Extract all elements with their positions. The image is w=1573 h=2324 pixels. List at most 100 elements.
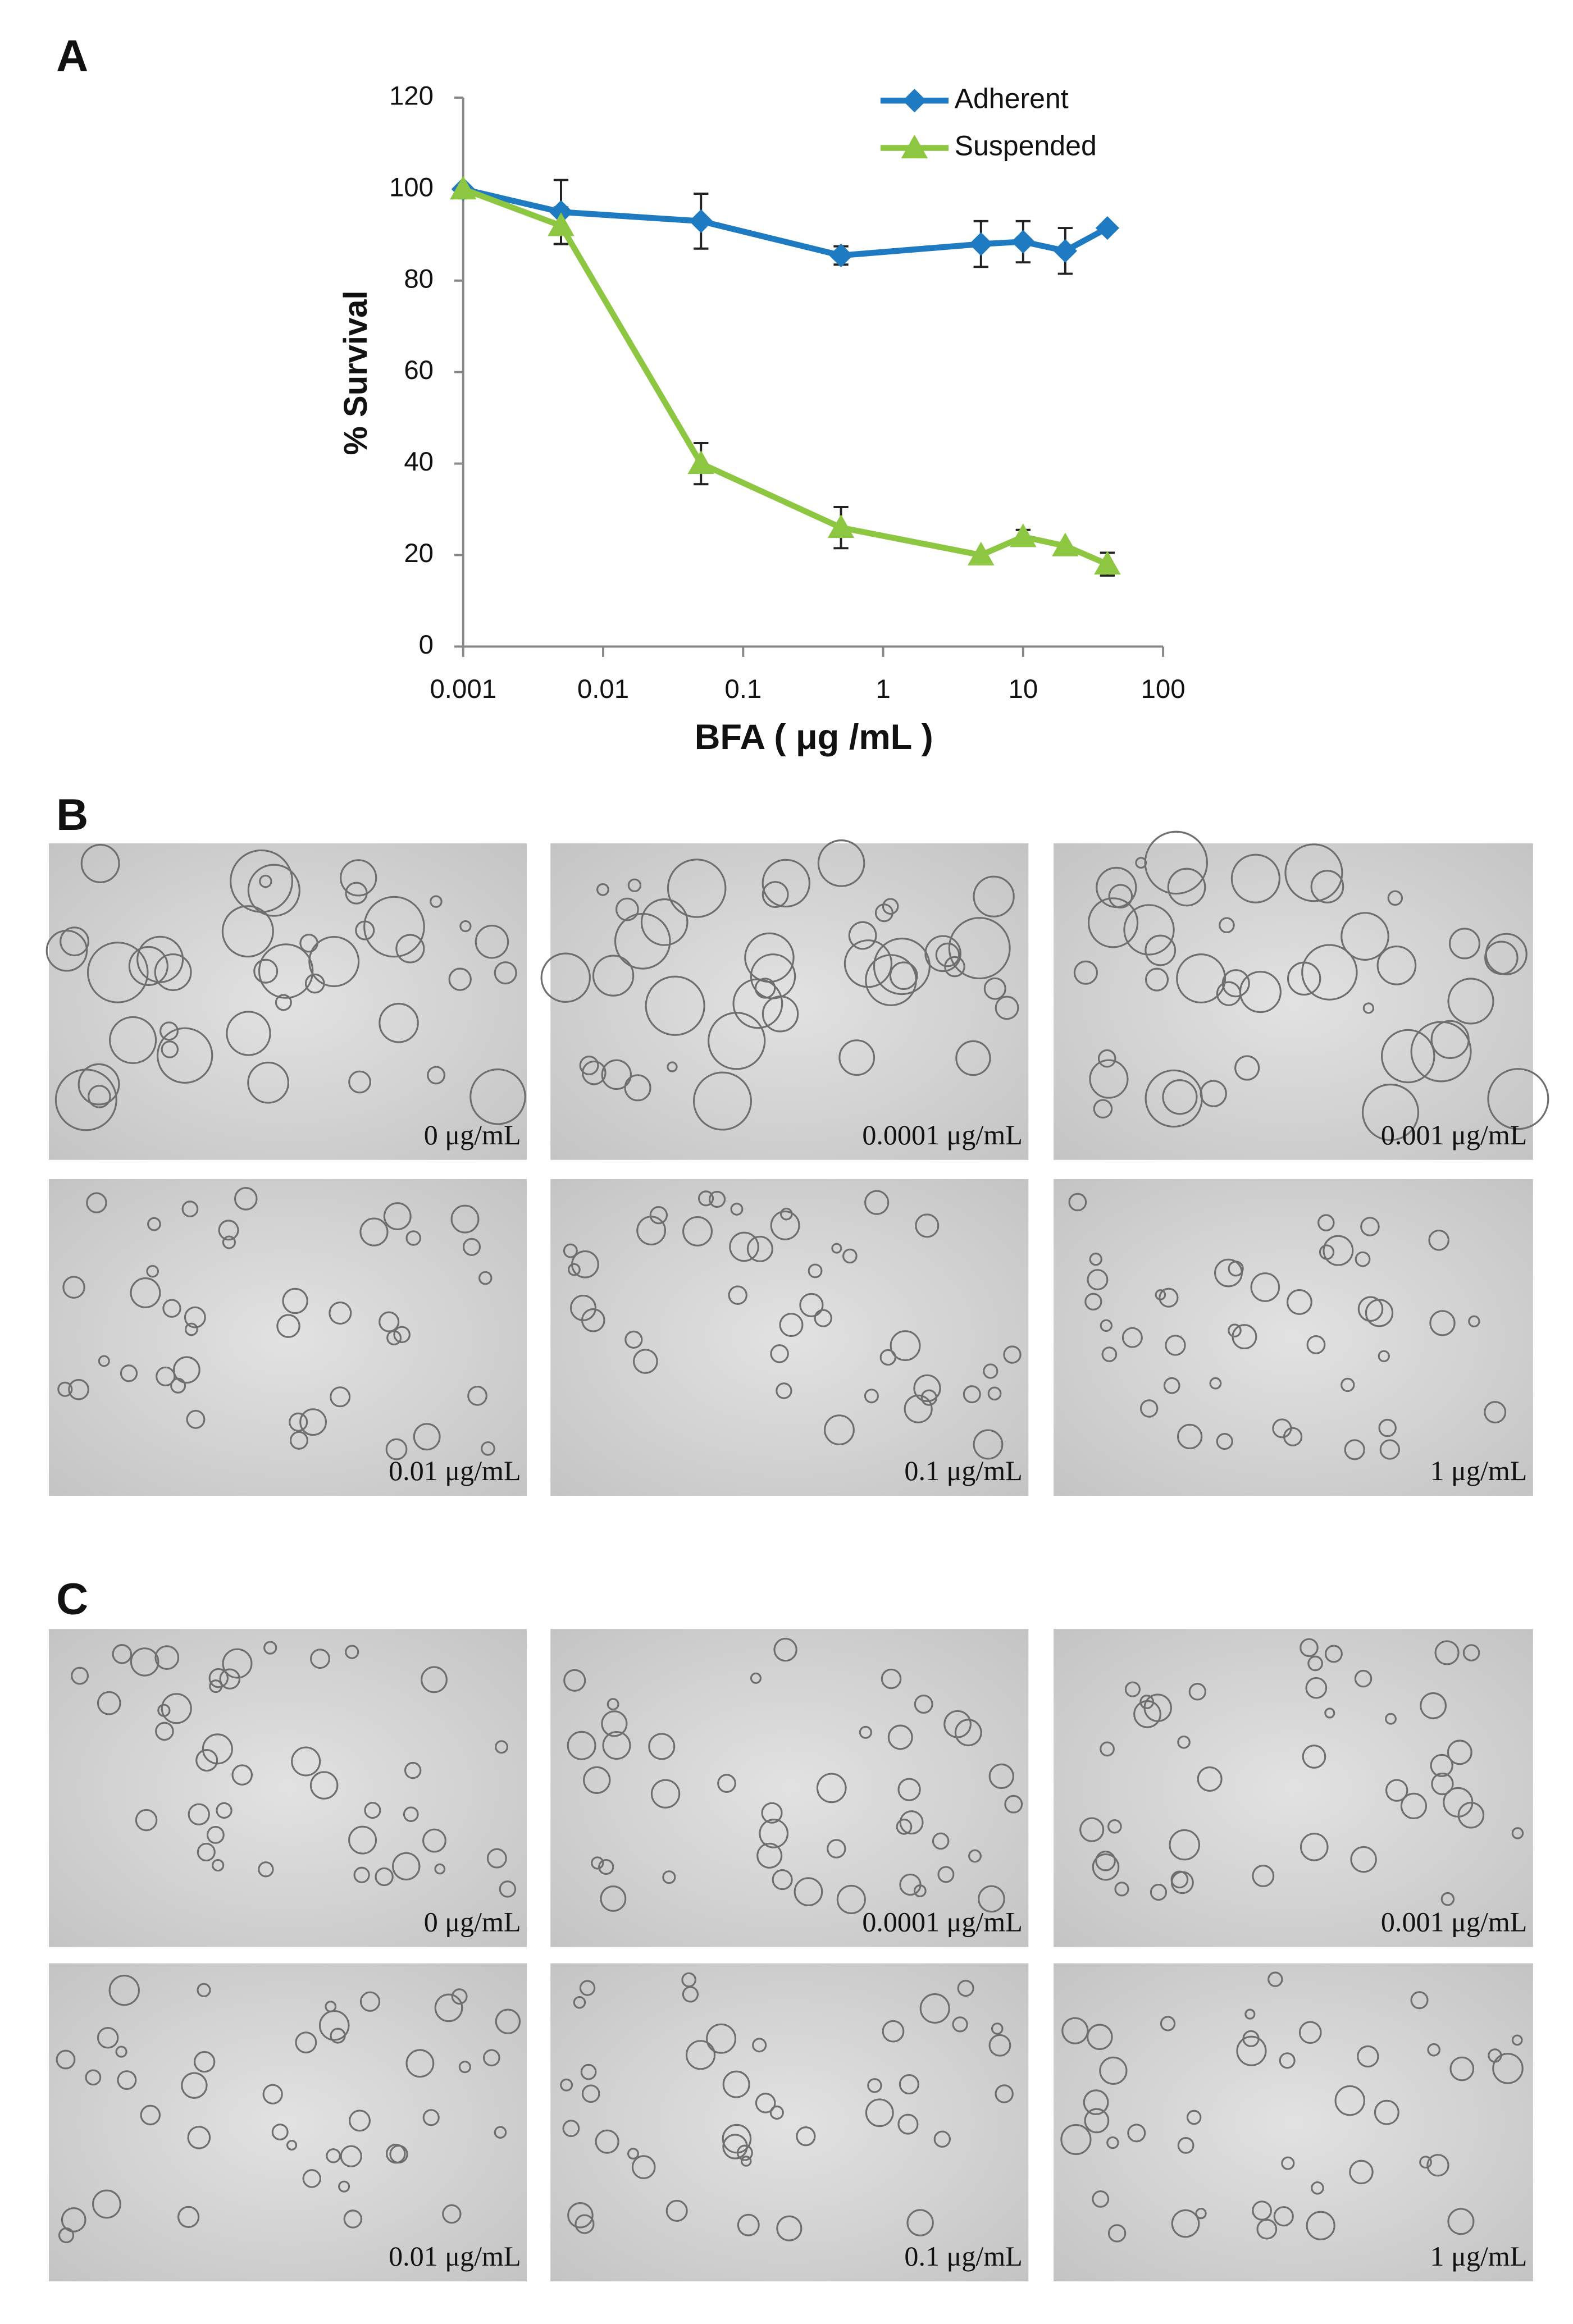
caption: 1 μg/mL xyxy=(1430,2240,1528,2272)
cell xyxy=(54,1069,117,1131)
cell xyxy=(649,1206,668,1225)
cell xyxy=(1428,1230,1449,1251)
cell xyxy=(1086,2024,1113,2051)
cell xyxy=(195,1749,218,1772)
x-tick-label: 1 xyxy=(876,674,890,704)
cell xyxy=(130,1647,159,1677)
cell xyxy=(897,1778,921,1801)
caption: 0 μg/mL xyxy=(424,1906,521,1938)
cell xyxy=(330,1386,351,1408)
cell xyxy=(1287,961,1321,996)
cell xyxy=(914,1695,933,1714)
cell xyxy=(995,996,1019,1020)
cell xyxy=(161,1693,192,1724)
cell xyxy=(325,2001,337,2013)
cell xyxy=(933,2130,951,2148)
cell xyxy=(776,1382,792,1399)
cell xyxy=(729,1231,759,1262)
cell xyxy=(147,1217,161,1231)
marker xyxy=(687,450,714,474)
cell xyxy=(983,1363,998,1379)
cell xyxy=(973,1429,1004,1460)
cell xyxy=(633,1349,658,1374)
cell xyxy=(1273,2206,1294,2227)
cell xyxy=(187,2126,211,2149)
cell xyxy=(995,2084,1014,2103)
legend-label: Suspended xyxy=(955,130,1097,162)
cell xyxy=(1357,2045,1379,2068)
cell xyxy=(1150,1883,1168,1901)
cell xyxy=(755,2093,776,2113)
micrograph xyxy=(1054,1963,1533,2282)
cell xyxy=(383,1202,412,1231)
cell xyxy=(108,1975,140,2006)
cell xyxy=(1381,1029,1435,1084)
caption: 0.1 μg/mL xyxy=(904,1455,1022,1486)
cell xyxy=(1073,960,1098,985)
cell xyxy=(1228,1323,1242,1337)
y-tick-label: 20 xyxy=(404,538,434,568)
cell xyxy=(987,1386,1002,1401)
cell xyxy=(348,1825,377,1855)
cell xyxy=(156,1366,176,1387)
cell xyxy=(379,1003,419,1043)
cell xyxy=(667,1061,678,1072)
cell xyxy=(222,1235,236,1249)
cell xyxy=(1244,2008,1256,2020)
marker xyxy=(1095,216,1119,240)
cell xyxy=(1410,1021,1472,1083)
cell xyxy=(601,1710,628,1737)
cell xyxy=(627,2148,639,2160)
cell xyxy=(1061,2017,1089,2044)
cell xyxy=(458,2061,471,2074)
cell xyxy=(722,2134,748,2159)
marker xyxy=(829,243,853,268)
cell xyxy=(1221,969,1250,998)
cell xyxy=(740,2156,752,2167)
cell xyxy=(345,1645,359,1659)
cell xyxy=(1003,1345,1022,1364)
cell xyxy=(756,1842,783,1869)
cell xyxy=(665,2199,688,2222)
cell xyxy=(602,1731,631,1760)
cell xyxy=(864,1190,890,1215)
cell xyxy=(1360,1217,1380,1236)
cell xyxy=(952,2016,968,2033)
cell xyxy=(1374,2099,1399,2125)
cell xyxy=(887,1724,913,1750)
marker xyxy=(548,212,575,236)
cell xyxy=(117,2070,137,2090)
cell xyxy=(1197,1766,1223,1792)
cell xyxy=(467,1386,487,1406)
cell xyxy=(595,2129,619,2154)
cell xyxy=(1177,1735,1191,1749)
cell xyxy=(112,1644,133,1664)
cell xyxy=(1195,2208,1207,2220)
cell xyxy=(890,1330,921,1362)
cell xyxy=(1385,1713,1397,1725)
x-tick-label: 0.1 xyxy=(724,674,762,704)
cell xyxy=(794,1877,823,1906)
cell xyxy=(421,1666,448,1693)
cell xyxy=(1431,1772,1454,1796)
cell xyxy=(600,1885,627,1912)
cell xyxy=(330,2028,346,2044)
marker xyxy=(689,209,713,233)
cell xyxy=(286,2139,298,2151)
cell xyxy=(359,1991,381,2012)
cell xyxy=(71,1666,89,1685)
cell xyxy=(1162,1079,1198,1115)
cell xyxy=(218,1220,239,1241)
cell xyxy=(136,935,184,983)
panel-label: C xyxy=(56,1574,88,1624)
cell xyxy=(746,1235,773,1262)
cell xyxy=(86,942,149,1003)
cell xyxy=(817,839,865,887)
cell xyxy=(282,1287,308,1314)
cell xyxy=(591,1856,604,1870)
cell xyxy=(717,1774,736,1793)
cell xyxy=(667,859,727,918)
cell xyxy=(575,2214,595,2234)
cell xyxy=(481,1441,495,1456)
cell xyxy=(434,1863,446,1875)
